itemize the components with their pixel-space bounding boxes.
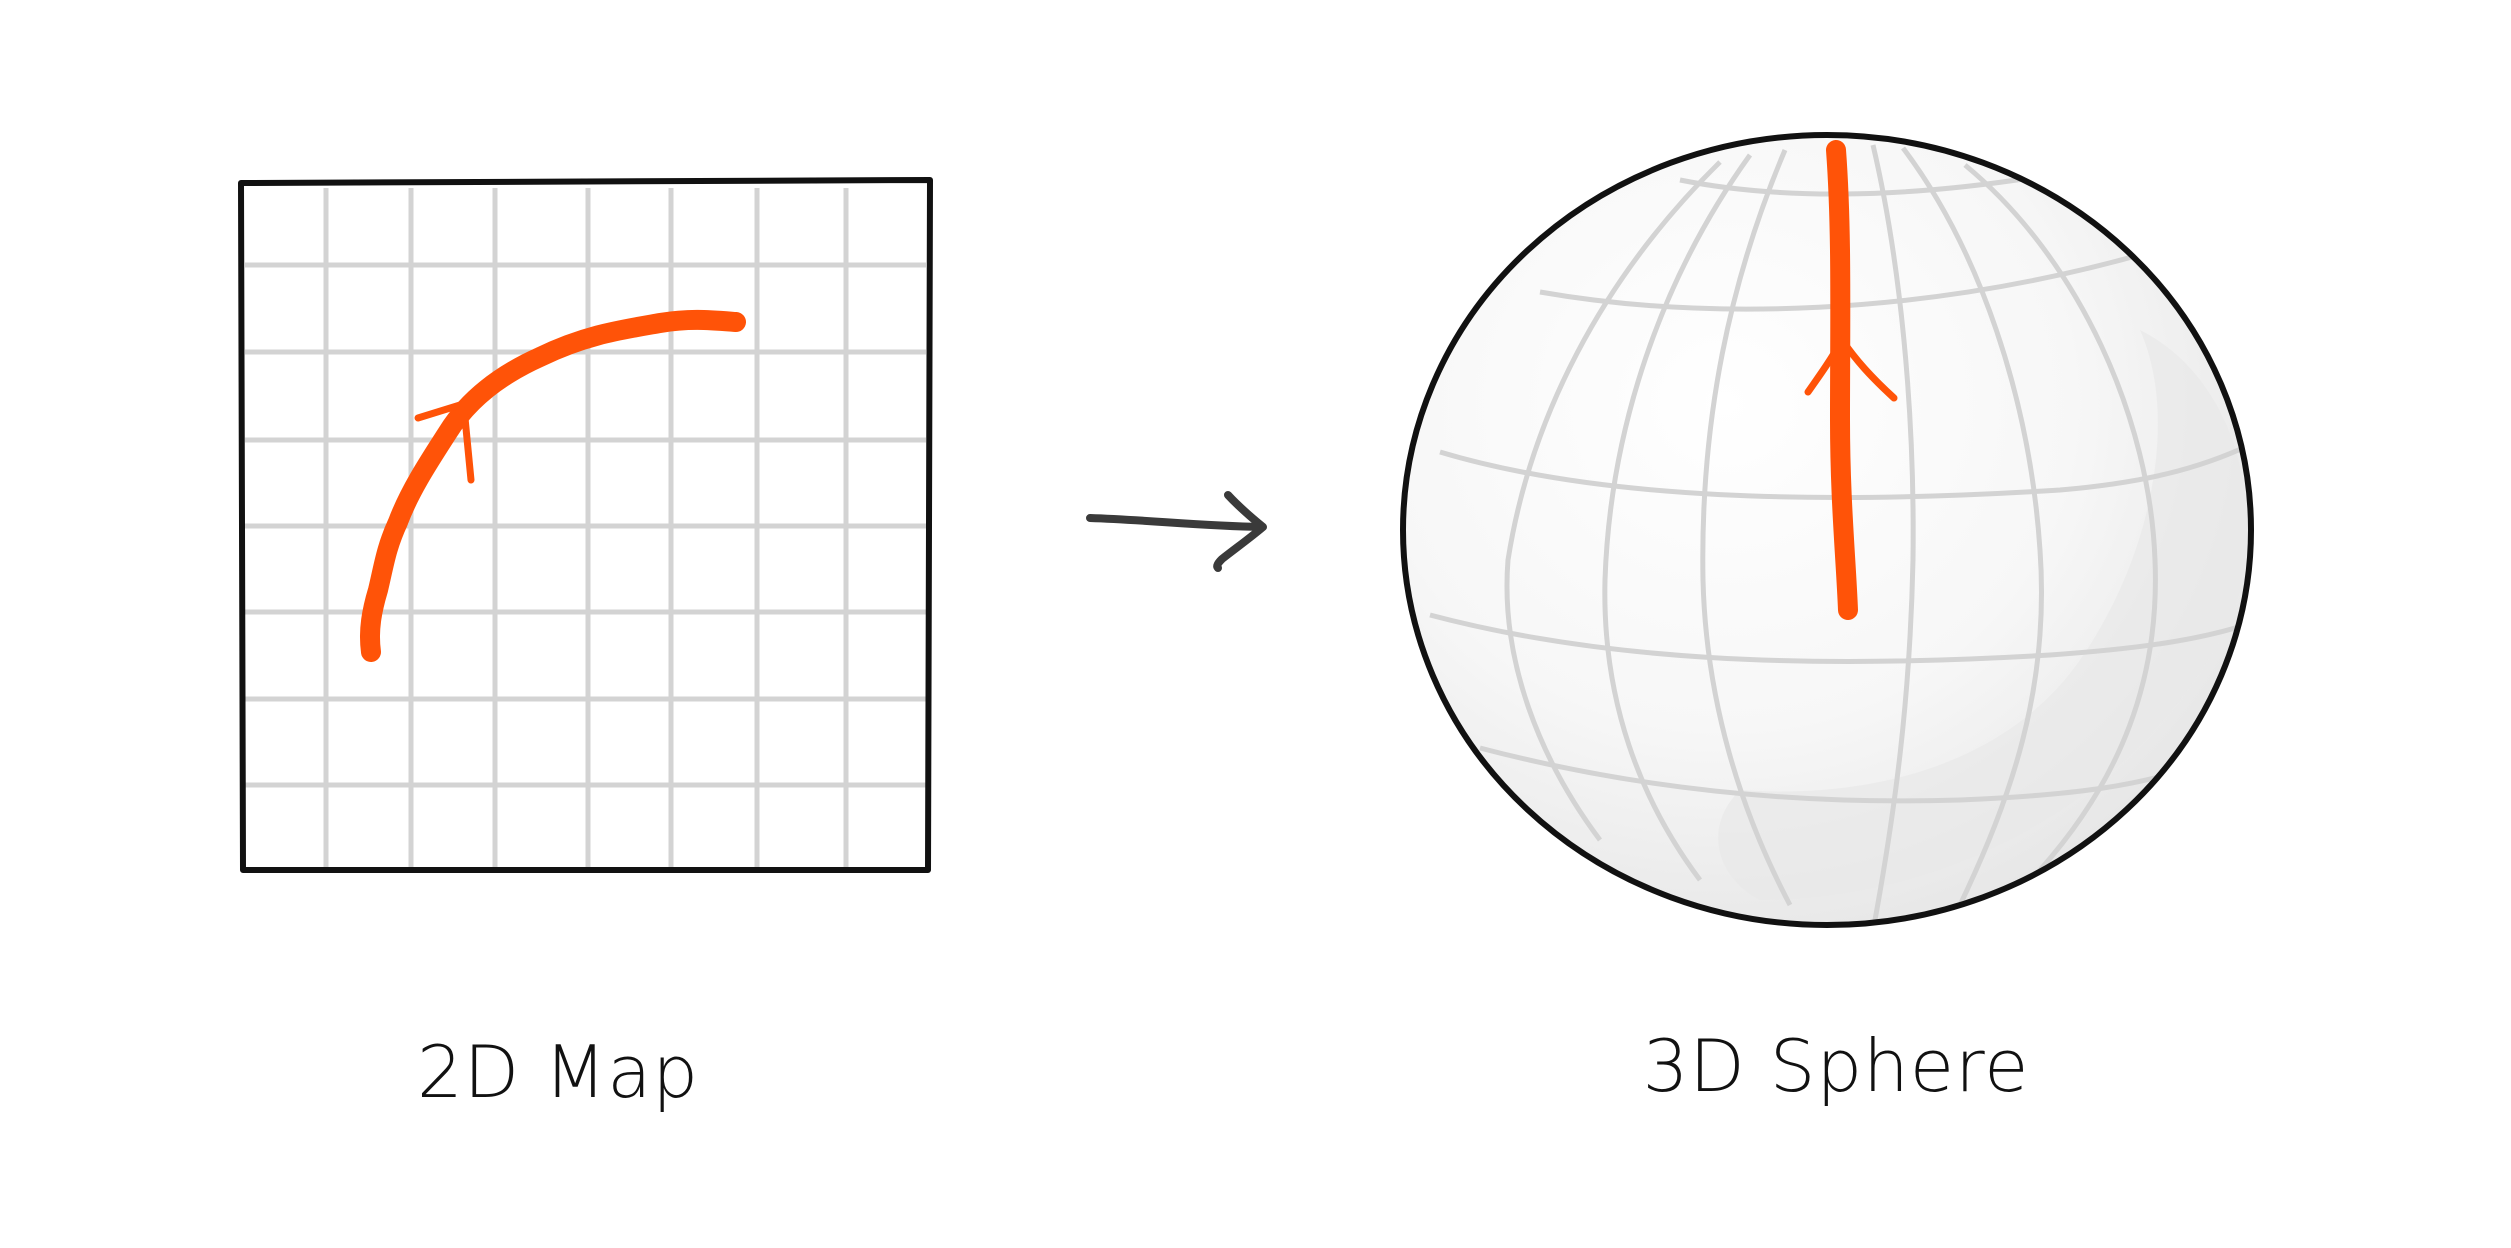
sphere-path-branch — [1804, 336, 1898, 402]
map-grid — [245, 188, 926, 870]
map-path-branch — [414, 401, 475, 484]
map-caption: 2D Map — [416, 1030, 700, 1114]
arrow-icon — [1086, 491, 1267, 572]
sphere-path — [1826, 140, 1858, 620]
sphere-panel — [1400, 132, 2254, 928]
map-path — [359, 309, 746, 662]
map-panel — [238, 177, 933, 873]
sphere-caption: 3D Sphere — [1642, 1024, 2030, 1108]
sphere-latitudes — [1429, 175, 2251, 804]
sphere-longitudes — [1504, 144, 2158, 921]
sphere-outline — [1400, 132, 2254, 928]
map-frame — [238, 177, 933, 873]
